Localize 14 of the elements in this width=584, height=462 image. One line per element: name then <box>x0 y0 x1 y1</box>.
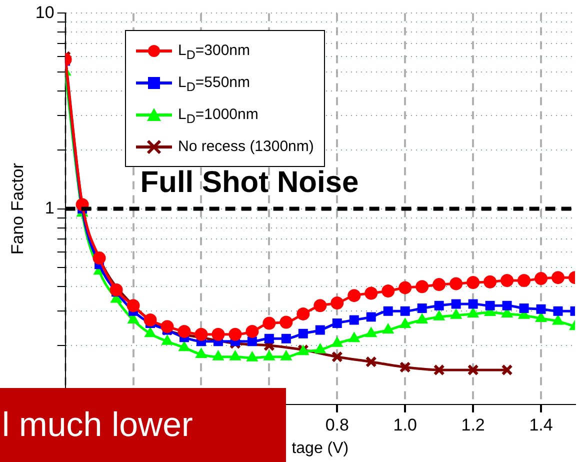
y-axis-title: Fano Factor <box>8 162 27 255</box>
x-tick-label: 1.4 <box>529 415 553 434</box>
x-tick-label: 0.8 <box>325 415 349 434</box>
legend-label: L$_{D}$=1000nm <box>178 106 258 126</box>
legend-label: L$_{D}$=300nm <box>178 42 250 62</box>
y-tick-label: 10 <box>35 2 54 22</box>
x-tick-label: 1.2 <box>461 415 485 434</box>
y-tick-label: 1 <box>44 198 54 218</box>
x-tick-label: 1.0 <box>393 415 417 434</box>
legend-label: No recess (1300nm) <box>178 138 314 155</box>
ref-line-label: Full Shot Noise <box>140 166 359 200</box>
x-axis-title: tage (V) <box>292 440 349 457</box>
caption-box: l much lower <box>0 388 286 462</box>
legend-label: L$_{D}$=550nm <box>178 74 250 94</box>
